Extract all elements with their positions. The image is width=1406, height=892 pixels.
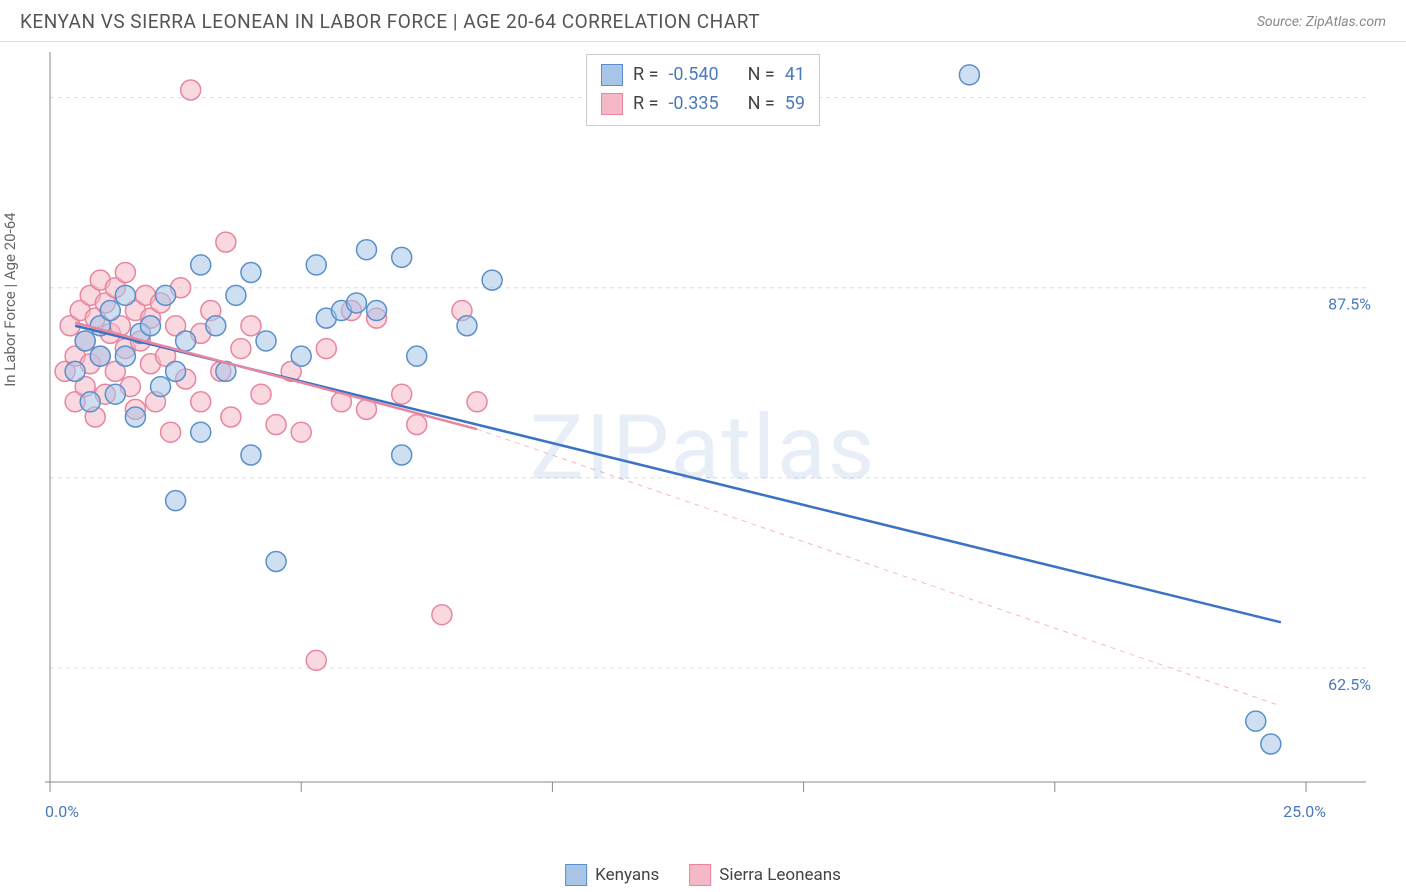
stats-r-label: R = — [633, 90, 658, 119]
scatter-point — [241, 263, 261, 283]
scatter-point — [407, 415, 427, 435]
scatter-point — [115, 346, 135, 366]
scatter-point — [125, 407, 145, 427]
scatter-chart: 62.5% 87.5% 0.0% 25.0% — [0, 42, 1406, 852]
scatter-point — [191, 422, 211, 442]
stats-swatch — [601, 93, 623, 115]
scatter-point — [105, 384, 125, 404]
scatter-point — [181, 80, 201, 100]
stats-r-value: -0.540 — [668, 61, 718, 90]
stats-r-label: R = — [633, 61, 658, 90]
scatter-point — [65, 361, 85, 381]
legend-label: Kenyans — [595, 865, 659, 885]
chart-area: In Labor Force | Age 20-64 ZIPatlas 62.5… — [0, 42, 1406, 888]
scatter-point — [221, 407, 241, 427]
scatter-point — [291, 346, 311, 366]
scatter-point — [407, 346, 427, 366]
scatter-point — [161, 422, 181, 442]
scatter-point — [432, 605, 452, 625]
scatter-point — [1261, 734, 1281, 754]
scatter-point — [206, 316, 226, 336]
stats-r-value: -0.335 — [668, 90, 718, 119]
scatter-point — [251, 384, 271, 404]
stats-n-value: 41 — [785, 61, 805, 90]
scatter-point — [959, 65, 979, 85]
scatter-point — [176, 331, 196, 351]
scatter-point — [166, 491, 186, 511]
scatter-point — [231, 339, 251, 359]
legend-swatch — [689, 864, 711, 886]
scatter-point — [156, 285, 176, 305]
scatter-point — [392, 247, 412, 267]
scatter-point — [467, 392, 487, 412]
scatter-point — [266, 551, 286, 571]
scatter-point — [482, 270, 502, 290]
svg-text:25.0%: 25.0% — [1283, 802, 1326, 821]
correlation-stats-box: R = -0.540 N = 41 R = -0.335 N = 59 — [586, 54, 820, 126]
scatter-point — [457, 316, 477, 336]
stats-n-value: 59 — [785, 90, 805, 119]
chart-legend: Kenyans Sierra Leoneans — [565, 864, 841, 886]
legend-swatch — [565, 864, 587, 886]
scatter-point — [151, 377, 171, 397]
scatter-point — [80, 392, 100, 412]
scatter-point — [392, 445, 412, 465]
scatter-point — [226, 285, 246, 305]
svg-text:62.5%: 62.5% — [1328, 675, 1371, 694]
scatter-point — [357, 240, 377, 260]
svg-text:87.5%: 87.5% — [1328, 295, 1371, 314]
stats-n-label: N = — [748, 90, 775, 119]
scatter-point — [316, 339, 336, 359]
scatter-point — [306, 255, 326, 275]
legend-item: Sierra Leoneans — [689, 864, 841, 886]
legend-label: Sierra Leoneans — [719, 865, 841, 885]
scatter-point — [100, 301, 120, 321]
scatter-point — [90, 346, 110, 366]
scatter-point — [191, 392, 211, 412]
scatter-point — [166, 361, 186, 381]
stats-row: R = -0.540 N = 41 — [601, 61, 805, 90]
scatter-point — [291, 422, 311, 442]
y-axis-label: In Labor Force | Age 20-64 — [1, 212, 19, 386]
scatter-point — [266, 415, 286, 435]
svg-text:0.0%: 0.0% — [45, 802, 79, 821]
legend-item: Kenyans — [565, 864, 659, 886]
scatter-point — [1246, 711, 1266, 731]
scatter-point — [241, 316, 261, 336]
scatter-point — [346, 293, 366, 313]
stats-n-label: N = — [748, 61, 775, 90]
chart-source: Source: ZipAtlas.com — [1257, 14, 1386, 30]
scatter-point — [392, 384, 412, 404]
scatter-point — [256, 331, 276, 351]
scatter-point — [115, 285, 135, 305]
scatter-point — [216, 232, 236, 252]
scatter-point — [241, 445, 261, 465]
chart-header: KENYAN VS SIERRA LEONEAN IN LABOR FORCE … — [0, 0, 1406, 42]
stats-swatch — [601, 64, 623, 86]
scatter-point — [140, 316, 160, 336]
scatter-point — [115, 263, 135, 283]
scatter-point — [75, 331, 95, 351]
scatter-point — [306, 650, 326, 670]
scatter-point — [367, 301, 387, 321]
chart-title: KENYAN VS SIERRA LEONEAN IN LABOR FORCE … — [20, 10, 760, 33]
scatter-point — [191, 255, 211, 275]
stats-row: R = -0.335 N = 59 — [601, 90, 805, 119]
trend-line-extension — [477, 429, 1281, 706]
